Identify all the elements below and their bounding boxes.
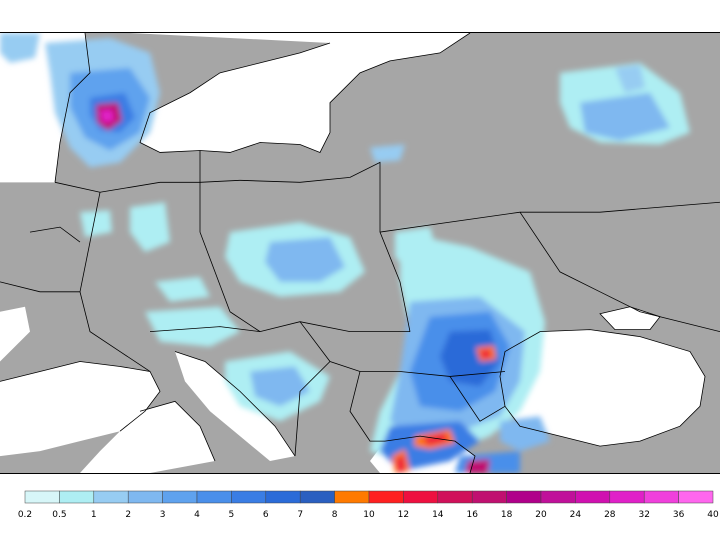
precipitation-map — [0, 32, 720, 474]
mediterranean-west — [0, 361, 160, 457]
color-legend: 0.2 0.5 1 2 3 4 5 6 7 8 10 12 14 16 18 20 24 28 32 36 40 — [18, 490, 719, 520]
legend-swatch — [368, 490, 404, 504]
legend-label: 4 — [194, 510, 200, 520]
atlantic — [0, 306, 30, 362]
legend-label: 40 — [707, 510, 719, 520]
legend-label: 0.2 — [18, 510, 32, 520]
legend-swatch — [162, 490, 198, 504]
legend-label: 32 — [638, 510, 649, 520]
legend-swatch — [127, 490, 163, 504]
legend-label: 14 — [432, 510, 444, 520]
legend-label: 3 — [160, 510, 166, 520]
legend-label: 28 — [604, 510, 616, 520]
legend-label: 18 — [501, 510, 513, 520]
precipitation-layer — [0, 33, 690, 473]
legend-swatch — [609, 490, 645, 504]
legend-swatch — [299, 490, 335, 504]
legend-swatch — [471, 490, 507, 504]
legend-swatch — [231, 490, 267, 504]
legend-swatch — [196, 490, 232, 504]
legend-swatch — [59, 490, 95, 504]
legend-label: 6 — [263, 510, 269, 520]
legend-label: 1 — [91, 510, 97, 520]
legend-swatch — [93, 490, 129, 504]
legend-label: 7 — [297, 510, 303, 520]
legend-label: 16 — [466, 510, 478, 520]
legend-label: 2 — [125, 510, 131, 520]
legend-label: 8 — [332, 510, 338, 520]
legend-label: 0.5 — [52, 510, 66, 520]
legend-swatch — [403, 490, 439, 504]
tyrrhenian-sea — [80, 401, 215, 473]
adriatic-sea — [175, 351, 295, 462]
legend-swatch — [437, 490, 473, 504]
legend-label: 24 — [570, 510, 582, 520]
legend-swatch — [265, 490, 301, 504]
sea-of-azov — [600, 306, 660, 330]
borders — [0, 33, 720, 473]
legend-label: 20 — [535, 510, 547, 520]
black-sea — [500, 329, 705, 447]
legend-swatch — [24, 490, 60, 504]
legend-swatch — [643, 490, 679, 504]
legend-swatch — [540, 490, 576, 504]
legend-label: 5 — [229, 510, 235, 520]
legend-swatches — [24, 490, 714, 504]
legend-label: 10 — [363, 510, 375, 520]
legend-swatch — [506, 490, 542, 504]
legend-labels: 0.2 0.5 1 2 3 4 5 6 7 8 10 12 14 16 18 20 24 28 32 36 40 — [18, 510, 719, 520]
legend-swatch — [678, 490, 714, 504]
legend-label: 36 — [673, 510, 685, 520]
legend-swatch — [334, 490, 370, 504]
legend-swatch — [575, 490, 611, 504]
legend-label: 12 — [398, 510, 409, 520]
